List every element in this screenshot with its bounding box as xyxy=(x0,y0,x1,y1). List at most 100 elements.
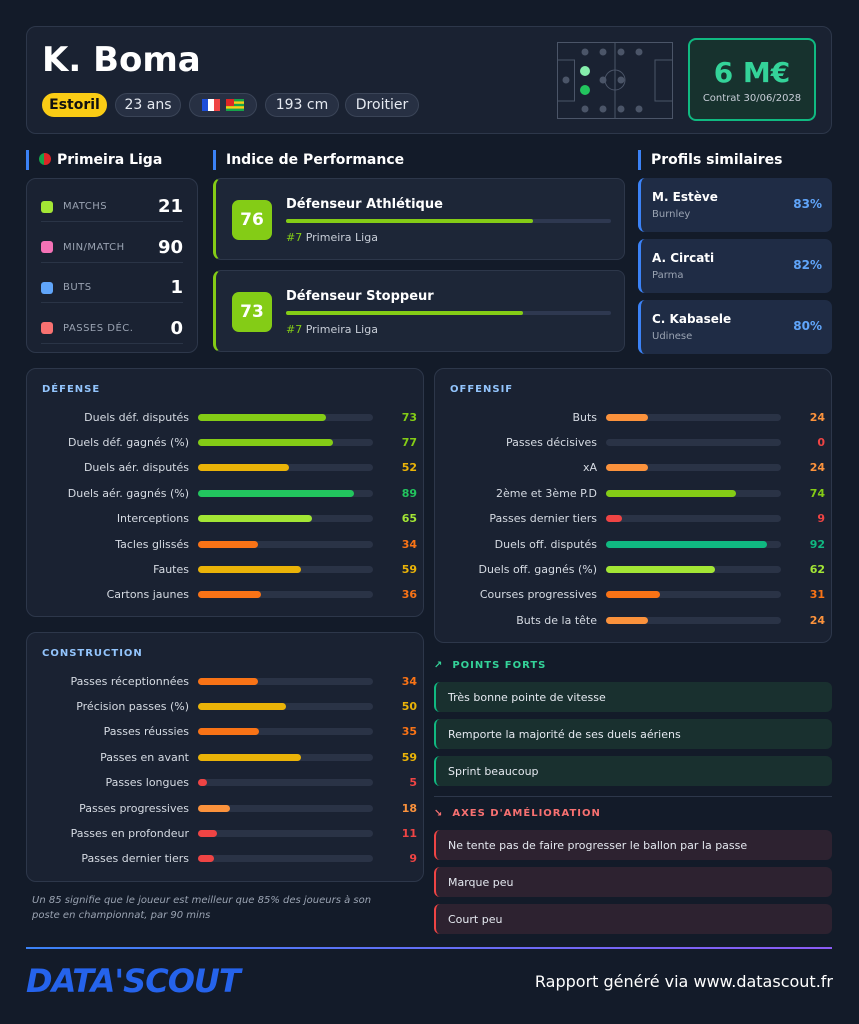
metric-bar xyxy=(606,413,648,421)
metric-value: 36 xyxy=(401,588,417,602)
metric-label: Passes progressives xyxy=(79,801,189,815)
section-title: CONSTRUCTION xyxy=(42,648,143,659)
metric-track xyxy=(198,779,373,787)
metric-row: Duels déf. gagnés (%) 77 xyxy=(27,432,423,452)
metric-bar xyxy=(606,540,767,548)
stat-label: MATCHS xyxy=(63,201,108,212)
stat-icon xyxy=(41,322,53,334)
metric-row: Courses progressives 31 xyxy=(435,585,831,605)
metric-track xyxy=(606,489,781,497)
stat-label: BUTS xyxy=(63,282,92,293)
height: 193 cm xyxy=(265,93,339,117)
metric-label: xA xyxy=(582,461,597,475)
metric-track xyxy=(198,565,373,573)
weaknesses-title: ↘ AXES D'AMÉLIORATION xyxy=(434,808,601,819)
metric-row: 2ème et 3ème P.D 74 xyxy=(435,483,831,503)
metric-label: Duels aér. disputés xyxy=(83,461,189,475)
league-card: MATCHS 21 MIN/MATCH 90 BUTS 1 PASSES DÉC. 0 xyxy=(26,178,198,353)
metric-value: 5 xyxy=(409,776,417,790)
weaknesses-title-text: AXES D'AMÉLIORATION xyxy=(452,808,601,819)
metric-value: 31 xyxy=(809,588,825,602)
metric-track xyxy=(606,464,781,472)
nationality xyxy=(189,93,257,117)
metric-value: 24 xyxy=(809,613,825,627)
metric-bar xyxy=(198,565,302,573)
metric-track xyxy=(198,489,373,497)
metric-row: xA 24 xyxy=(435,458,831,478)
similar-club: Burnley xyxy=(652,209,691,220)
profile-score: 76 xyxy=(232,200,272,240)
metric-track xyxy=(198,464,373,472)
metric-label: Passes en profondeur xyxy=(70,826,189,840)
stat-label: MIN/MATCH xyxy=(63,241,125,253)
similar-name: M. Estève xyxy=(652,190,718,204)
metric-bar xyxy=(606,591,661,599)
section-card: DÉFENSE Duels déf. disputés 73 Duels déf. g… xyxy=(26,368,424,617)
metric-label: Passes réussies xyxy=(103,725,189,739)
metric-label: Buts de la tête xyxy=(516,613,597,627)
metric-row: Duels aér. gagnés (%) 89 xyxy=(27,483,423,503)
section-card: OFFENSIF Buts 24 Passes décisives 0 xA 24 2ème … xyxy=(434,368,832,643)
rank-league: Primeira Liga xyxy=(305,231,378,244)
metric-track xyxy=(198,438,373,446)
stat-row: MATCHS 21 xyxy=(41,192,183,222)
metric-label: Passes en avant xyxy=(100,750,189,764)
metric-label: Passes longues xyxy=(105,776,189,790)
metric-row: Duels off. gagnés (%) 62 xyxy=(435,559,831,579)
flag-france xyxy=(202,99,220,111)
metric-label: Duels off. gagnés (%) xyxy=(478,562,597,576)
metric-track xyxy=(606,438,781,446)
metric-bar xyxy=(198,779,207,787)
contract: Contrat 30/06/2028 xyxy=(702,93,802,104)
profile-track xyxy=(286,311,611,315)
metric-value: 77 xyxy=(401,435,417,449)
metric-row: Buts de la tête 24 xyxy=(435,610,831,630)
metric-value: 59 xyxy=(401,562,417,576)
metric-bar xyxy=(198,855,214,863)
profile-name: Défenseur Stoppeur xyxy=(286,289,434,304)
similar-match: 83% xyxy=(793,197,822,211)
metric-row: Cartons jaunes 36 xyxy=(27,585,423,605)
metric-label: Cartons jaunes xyxy=(106,588,189,602)
profile-rank: #7 Primeira Liga xyxy=(286,323,378,336)
rank: #7 xyxy=(286,323,303,336)
metric-row: Passes décisives 0 xyxy=(435,432,831,452)
metric-value: 0 xyxy=(817,435,825,449)
metric-row: Duels aér. disputés 52 xyxy=(27,458,423,478)
market-value: 6 M€ xyxy=(713,56,791,89)
stat-icon xyxy=(41,281,53,294)
metric-label: Précision passes (%) xyxy=(76,699,189,713)
metric-value: 59 xyxy=(401,750,417,764)
profile-bar xyxy=(286,219,533,223)
metric-bar xyxy=(198,489,354,497)
metric-row: Passes dernier tiers 9 xyxy=(27,849,423,869)
metric-row: Passes progressives 18 xyxy=(27,798,423,818)
metric-bar xyxy=(198,728,260,736)
metric-track xyxy=(198,829,373,837)
similar-club: Parma xyxy=(652,270,684,281)
metric-row: Passes en avant 59 xyxy=(27,747,423,767)
profile-bar xyxy=(286,311,524,315)
section-title: DÉFENSE xyxy=(42,384,101,395)
strengths-title: ↗ POINTS FORTS xyxy=(434,660,547,671)
pitch xyxy=(557,42,673,119)
section-title: OFFENSIF xyxy=(450,384,514,395)
stat-label: PASSES DÉC. xyxy=(63,322,134,334)
similar-name: A. Circati xyxy=(652,251,715,265)
metric-track xyxy=(606,591,781,599)
footer-line xyxy=(26,947,832,949)
metric-label: Passes dernier tiers xyxy=(489,512,597,526)
similar-match: 80% xyxy=(793,319,822,333)
metric-label: Fautes xyxy=(153,562,189,576)
metric-row: Buts 24 xyxy=(435,407,831,427)
metric-track xyxy=(198,702,373,710)
metric-bar xyxy=(606,616,648,624)
metric-bar xyxy=(198,804,230,812)
metric-track xyxy=(198,413,373,421)
section-card: CONSTRUCTION Passes réceptionnées 34 Précis… xyxy=(26,632,424,882)
metric-value: 50 xyxy=(401,699,417,713)
flag-togo xyxy=(226,99,244,111)
metric-row: Tacles glissés 34 xyxy=(27,534,423,554)
metric-bar xyxy=(198,753,302,761)
strengths-title-text: POINTS FORTS xyxy=(452,660,547,671)
